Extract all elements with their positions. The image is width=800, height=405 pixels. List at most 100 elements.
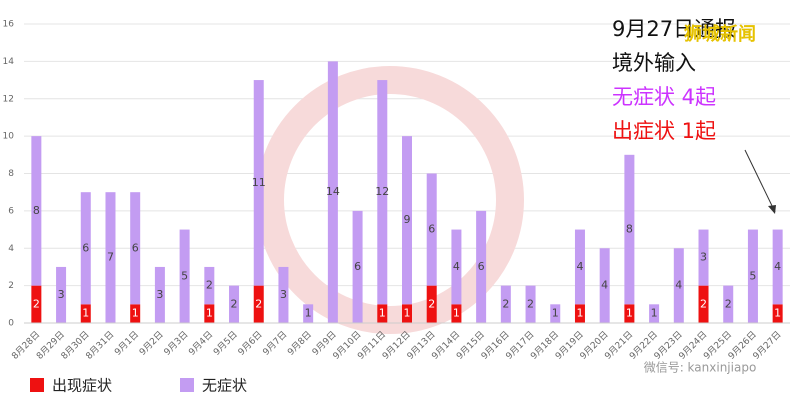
bar-segment — [624, 154, 635, 305]
y-tick-label: 0 — [8, 319, 14, 329]
value-label: 4 — [453, 260, 460, 273]
bar-segment — [599, 248, 610, 323]
x-tick-label: 9月6日 — [236, 329, 265, 358]
bar-segment — [723, 285, 734, 323]
value-label: 6 — [354, 260, 361, 273]
value-label: 6 — [428, 223, 435, 236]
value-label: 1 — [552, 307, 559, 320]
bar-segment — [253, 80, 264, 286]
value-label: 2 — [428, 297, 435, 310]
value-label: 2 — [33, 297, 40, 310]
value-label: 1 — [404, 307, 411, 320]
value-label: 2 — [502, 297, 509, 310]
bar-segment — [377, 80, 388, 305]
y-tick-label: 6 — [8, 206, 14, 216]
value-label: 4 — [675, 279, 682, 292]
value-label: 1 — [379, 307, 386, 320]
value-label: 1 — [626, 307, 633, 320]
value-label: 2 — [255, 297, 262, 310]
value-label: 4 — [576, 260, 583, 273]
bar-segment — [426, 173, 437, 286]
x-tick-label: 9月1日 — [112, 329, 141, 358]
y-tick-label: 16 — [3, 20, 15, 30]
watermark-ring — [256, 66, 524, 334]
bar-segment — [80, 192, 91, 305]
x-tick-label: 9月2日 — [137, 329, 166, 358]
annotation: 出症状 1起 — [612, 119, 716, 143]
bar-segment — [574, 229, 585, 305]
bar-segment — [278, 266, 289, 323]
bar-segment — [772, 229, 783, 305]
bar-segment — [550, 304, 561, 323]
bar-segment — [130, 304, 141, 323]
y-tick-label: 12 — [3, 94, 14, 104]
bar-segment — [80, 304, 91, 323]
value-label: 1 — [132, 307, 139, 320]
legend-swatch — [180, 378, 194, 392]
watermark-wechat: 微信号: kanxinjiapo — [644, 361, 757, 375]
bar-segment — [204, 304, 215, 323]
bar-segment — [56, 266, 67, 323]
value-label: 5 — [181, 269, 188, 282]
bar-segment — [105, 192, 116, 323]
value-label: 7 — [107, 251, 114, 264]
value-label: 3 — [58, 288, 65, 301]
value-label: 2 — [527, 297, 534, 310]
bar-segment — [179, 229, 190, 323]
value-label: 14 — [326, 185, 340, 198]
bar-segment — [352, 210, 363, 323]
y-tick-label: 8 — [8, 169, 14, 179]
bar-segment — [649, 304, 660, 323]
legend-label: 无症状 — [202, 377, 247, 395]
value-label: 4 — [774, 260, 781, 273]
bar-segment — [772, 304, 783, 323]
bar-segment — [31, 136, 42, 286]
bar-segment — [451, 304, 462, 323]
annotation: 境外输入 — [612, 51, 696, 75]
bar-segment — [130, 192, 141, 305]
value-label: 8 — [626, 223, 633, 236]
value-label: 3 — [280, 288, 287, 301]
bar-segment — [476, 210, 487, 323]
value-label: 6 — [132, 241, 139, 254]
value-label: 1 — [774, 307, 781, 320]
y-tick-label: 14 — [3, 57, 15, 67]
bar-segment — [253, 285, 264, 323]
value-label: 6 — [478, 260, 485, 273]
y-tick-label: 4 — [8, 244, 14, 254]
bar-segment — [698, 285, 709, 323]
bar-segment — [673, 248, 684, 323]
watermark-logo: 狮城新闻 — [684, 23, 756, 45]
bar-segment — [31, 285, 42, 323]
bar-segment — [698, 229, 709, 286]
bar-segment — [303, 304, 314, 323]
bar-segment — [451, 229, 462, 305]
value-label: 1 — [206, 307, 213, 320]
bar-segment — [624, 304, 635, 323]
bar-segment — [574, 304, 585, 323]
value-label: 12 — [375, 185, 389, 198]
x-tick-label: 9月8日 — [285, 329, 314, 358]
value-label: 4 — [601, 279, 608, 292]
bar-segment — [377, 304, 388, 323]
value-label: 11 — [252, 176, 266, 189]
bar-segment — [154, 266, 165, 323]
value-label: 6 — [82, 241, 89, 254]
bar-segment — [500, 285, 511, 323]
value-label: 8 — [33, 204, 40, 217]
y-tick-label: 2 — [8, 281, 14, 291]
legend-label: 出现症状 — [52, 377, 112, 395]
bar-segment — [402, 304, 412, 323]
value-label: 1 — [576, 307, 583, 320]
x-tick-label: 9月4日 — [187, 329, 216, 358]
value-label: 1 — [453, 307, 460, 320]
value-label: 1 — [305, 307, 312, 320]
bar-segment — [327, 61, 338, 323]
value-label: 2 — [700, 297, 707, 310]
bar-segment — [426, 285, 437, 323]
y-tick-label: 10 — [3, 132, 15, 142]
legend-swatch — [30, 378, 44, 392]
value-label: 3 — [700, 251, 707, 264]
